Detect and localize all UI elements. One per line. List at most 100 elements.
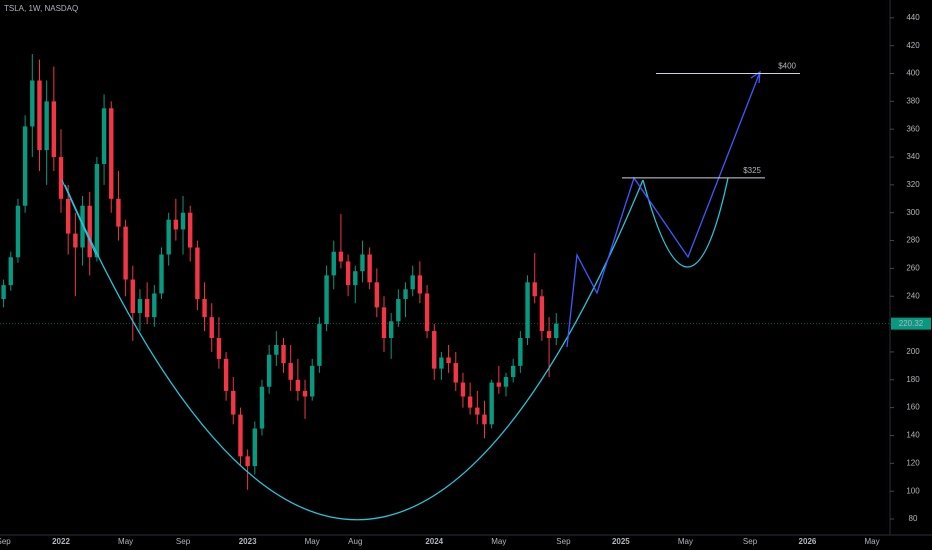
x-tick-label: 2022 <box>52 537 70 546</box>
candle-body <box>223 358 229 391</box>
candle-body <box>345 261 351 286</box>
candle-body <box>87 205 92 258</box>
candle-body <box>525 282 530 339</box>
candle-body <box>188 212 193 248</box>
candle-body <box>37 80 42 151</box>
candle-body <box>22 126 28 206</box>
candle-body <box>245 456 250 467</box>
candle-body <box>439 357 444 369</box>
projection-arrow <box>750 70 761 84</box>
x-tick-label: 2023 <box>239 537 257 546</box>
candle-body <box>216 338 222 359</box>
candle-body <box>388 321 394 339</box>
x-tick-label: 2026 <box>799 537 817 546</box>
x-tick-label: Sep <box>556 537 571 546</box>
candle-body <box>503 376 509 387</box>
candle-body <box>331 251 336 276</box>
candle-body <box>94 163 100 258</box>
x-tick-label: Sep <box>0 537 11 546</box>
candle-body <box>281 344 286 364</box>
candle-body <box>180 212 186 230</box>
candle-body <box>266 354 272 387</box>
candle-body <box>367 254 372 283</box>
projection-path <box>566 71 761 348</box>
candle-body <box>116 198 121 227</box>
y-tick-label: 180 <box>906 375 920 384</box>
candle-body <box>80 205 85 248</box>
candle-body <box>73 233 78 248</box>
candle-body <box>15 205 21 258</box>
candle-body <box>274 344 279 355</box>
candle-body <box>403 289 408 300</box>
candle-body <box>202 299 207 318</box>
candle-body <box>288 363 293 380</box>
y-tick-label: 380 <box>906 96 920 105</box>
y-tick-label: 120 <box>906 458 920 467</box>
candle-body <box>338 251 344 262</box>
candle-body <box>353 271 358 286</box>
candle-body <box>30 80 35 127</box>
candle-body <box>324 275 329 325</box>
y-tick-label: 400 <box>906 69 920 78</box>
y-tick-label: 440 <box>906 13 920 22</box>
candle-body <box>51 101 57 158</box>
candle-body <box>410 275 415 290</box>
candle-body <box>446 357 451 364</box>
candle-body <box>173 219 179 230</box>
cup-curve <box>64 179 644 521</box>
candle-body <box>417 275 423 294</box>
candle-body <box>453 363 458 383</box>
candle-body <box>152 293 157 318</box>
y-tick-label: 100 <box>906 486 920 495</box>
x-tick-label: May <box>491 537 506 546</box>
y-tick-label: 240 <box>906 291 920 300</box>
candle-body <box>101 108 107 164</box>
level-label: $400 <box>778 62 796 71</box>
candle-body <box>238 414 243 457</box>
candle-body <box>8 257 13 286</box>
candle-body <box>109 108 114 199</box>
candle-body <box>137 299 143 313</box>
candle-body <box>302 390 308 397</box>
level-label: $325 <box>743 166 761 175</box>
handle-curve <box>642 177 729 268</box>
y-tick-label: 360 <box>906 124 920 133</box>
last-price-label: 220.32 <box>899 319 924 328</box>
x-tick-label: 2024 <box>425 537 443 546</box>
candle-body <box>209 317 214 339</box>
candle-body <box>252 428 257 467</box>
x-tick-label: May <box>118 537 133 546</box>
candle-body <box>539 296 545 332</box>
candle-body <box>360 254 365 272</box>
y-tick-label: 260 <box>906 264 920 273</box>
candle-body <box>310 365 315 397</box>
candle-body <box>546 331 552 339</box>
candle-body <box>317 324 322 366</box>
y-tick-label: 160 <box>906 403 920 412</box>
candle-body <box>532 282 537 297</box>
x-tick-label: May <box>864 537 879 546</box>
x-tick-label: Aug <box>348 537 362 546</box>
y-tick-label: 300 <box>906 208 920 217</box>
candle-body <box>489 382 494 425</box>
candle-body <box>1 285 6 300</box>
candle-body <box>144 299 150 318</box>
x-tick-label: May <box>678 537 693 546</box>
x-tick-label: 2025 <box>612 537 630 546</box>
candle-body <box>58 157 64 199</box>
candle-body <box>460 382 466 397</box>
candle-body <box>554 323 559 339</box>
y-tick-label: 200 <box>906 347 920 356</box>
candle-body <box>295 379 301 391</box>
y-tick-label: 320 <box>906 180 920 189</box>
candle-body <box>374 282 380 308</box>
chart-title: TSLA, 1W, NASDAQ <box>4 4 78 13</box>
candle-body <box>381 307 387 339</box>
candle-body <box>518 338 523 366</box>
candle-body <box>195 247 200 300</box>
last-price-tag <box>891 317 931 330</box>
y-tick-label: 340 <box>906 152 920 161</box>
candle-body <box>424 293 430 332</box>
